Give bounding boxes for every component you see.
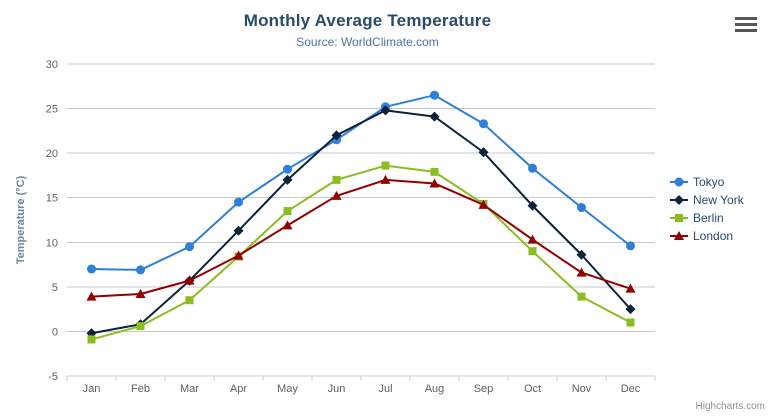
data-point-berlin[interactable] — [185, 296, 194, 305]
y-axis-label: 15 — [46, 193, 58, 205]
data-point-tokyo[interactable] — [577, 203, 586, 213]
data-point-new-york[interactable] — [576, 249, 587, 260]
legend-label-new-york: New York — [693, 193, 744, 207]
data-point-london[interactable] — [282, 220, 293, 230]
data-point-london[interactable] — [184, 275, 195, 285]
data-point-london[interactable] — [331, 190, 342, 200]
x-axis-label: Jan — [83, 383, 101, 395]
legend-label-tokyo: Tokyo — [693, 175, 725, 189]
triangle-marker-icon — [670, 231, 688, 240]
data-point-tokyo[interactable] — [136, 265, 145, 275]
legend-label-london: London — [693, 229, 734, 243]
y-axis-label: 30 — [46, 59, 58, 71]
data-point-tokyo[interactable] — [283, 164, 292, 174]
data-point-berlin[interactable] — [332, 175, 341, 184]
data-point-berlin[interactable] — [283, 207, 292, 216]
export-menu-button[interactable] — [733, 15, 759, 34]
data-point-new-york[interactable] — [331, 130, 342, 141]
data-point-london[interactable] — [233, 250, 244, 260]
data-point-new-york[interactable] — [429, 111, 440, 122]
x-axis-label: Mar — [180, 383, 199, 395]
x-axis-label: Aug — [425, 383, 445, 395]
legend: Tokyo New York Berlin London — [670, 175, 744, 247]
x-axis-label: Feb — [131, 383, 150, 395]
data-point-london[interactable] — [135, 288, 146, 298]
x-axis-label: Jul — [378, 383, 392, 395]
data-point-berlin[interactable] — [626, 318, 635, 327]
data-point-tokyo[interactable] — [185, 242, 194, 252]
credits-link[interactable]: Highcharts.com — [695, 401, 765, 412]
data-point-london[interactable] — [478, 199, 489, 209]
legend-item-new-york[interactable]: New York — [670, 193, 744, 207]
data-point-london[interactable] — [625, 283, 636, 293]
chart-subtitle: Source: WorldClimate.com — [296, 35, 439, 49]
hamburger-icon — [735, 17, 757, 20]
x-axis-label: Oct — [524, 383, 541, 395]
x-axis-label: Nov — [572, 383, 592, 395]
diamond-marker-icon — [670, 195, 688, 205]
data-point-new-york[interactable] — [380, 105, 391, 116]
data-point-london[interactable] — [86, 291, 97, 301]
legend-item-tokyo[interactable]: Tokyo — [670, 175, 744, 189]
data-point-berlin[interactable] — [381, 161, 390, 170]
data-point-new-york[interactable] — [625, 304, 636, 315]
data-point-tokyo[interactable] — [430, 90, 439, 100]
x-axis-label: Apr — [230, 383, 247, 395]
data-point-london[interactable] — [576, 267, 587, 277]
series-line-berlin[interactable] — [91, 164, 631, 341]
y-axis-label: 10 — [46, 237, 58, 249]
series-line-tokyo[interactable] — [91, 94, 632, 271]
data-point-berlin[interactable] — [577, 292, 586, 301]
legend-marker-tokyo — [674, 177, 684, 187]
hamburger-icon — [735, 23, 757, 26]
data-point-london[interactable] — [380, 174, 391, 184]
legend-item-berlin[interactable]: Berlin — [670, 211, 744, 225]
legend-marker-london — [674, 231, 684, 240]
circle-marker-icon — [670, 177, 688, 187]
data-point-new-york[interactable] — [282, 174, 293, 185]
y-axis-label: 20 — [46, 148, 58, 160]
square-marker-icon — [670, 214, 688, 222]
data-point-berlin[interactable] — [87, 335, 96, 344]
data-point-new-york[interactable] — [478, 147, 489, 158]
chart-title: Monthly Average Temperature — [243, 11, 492, 30]
y-axis-label: -5 — [48, 371, 58, 383]
data-point-tokyo[interactable] — [479, 119, 488, 129]
data-point-tokyo[interactable] — [87, 264, 96, 274]
y-axis-label: 5 — [52, 282, 58, 294]
data-point-berlin[interactable] — [136, 322, 145, 331]
y-axis-label: 0 — [52, 326, 58, 338]
y-axis-label: 25 — [46, 104, 58, 116]
data-point-new-york[interactable] — [233, 225, 244, 236]
series-line-new-york[interactable] — [91, 109, 632, 335]
hamburger-icon — [735, 29, 757, 32]
data-point-tokyo[interactable] — [234, 197, 243, 207]
data-point-london[interactable] — [429, 178, 440, 188]
series-line-london[interactable] — [91, 178, 631, 298]
data-point-london[interactable] — [527, 234, 538, 244]
x-axis-label: Dec — [621, 383, 641, 395]
data-point-berlin[interactable] — [430, 167, 439, 176]
data-point-tokyo[interactable] — [626, 241, 635, 251]
legend-marker-berlin — [675, 214, 683, 222]
data-point-new-york[interactable] — [527, 200, 538, 211]
legend-item-london[interactable]: London — [670, 229, 744, 243]
x-axis-label: Sep — [474, 383, 494, 395]
data-point-berlin[interactable] — [528, 247, 537, 256]
x-axis-label: Jun — [328, 383, 346, 395]
y-axis-title: Temperature (°C) — [15, 175, 27, 264]
data-point-tokyo[interactable] — [528, 163, 537, 173]
legend-marker-new-york — [674, 195, 684, 205]
legend-label-berlin: Berlin — [693, 211, 724, 225]
x-axis-label: May — [277, 383, 298, 395]
